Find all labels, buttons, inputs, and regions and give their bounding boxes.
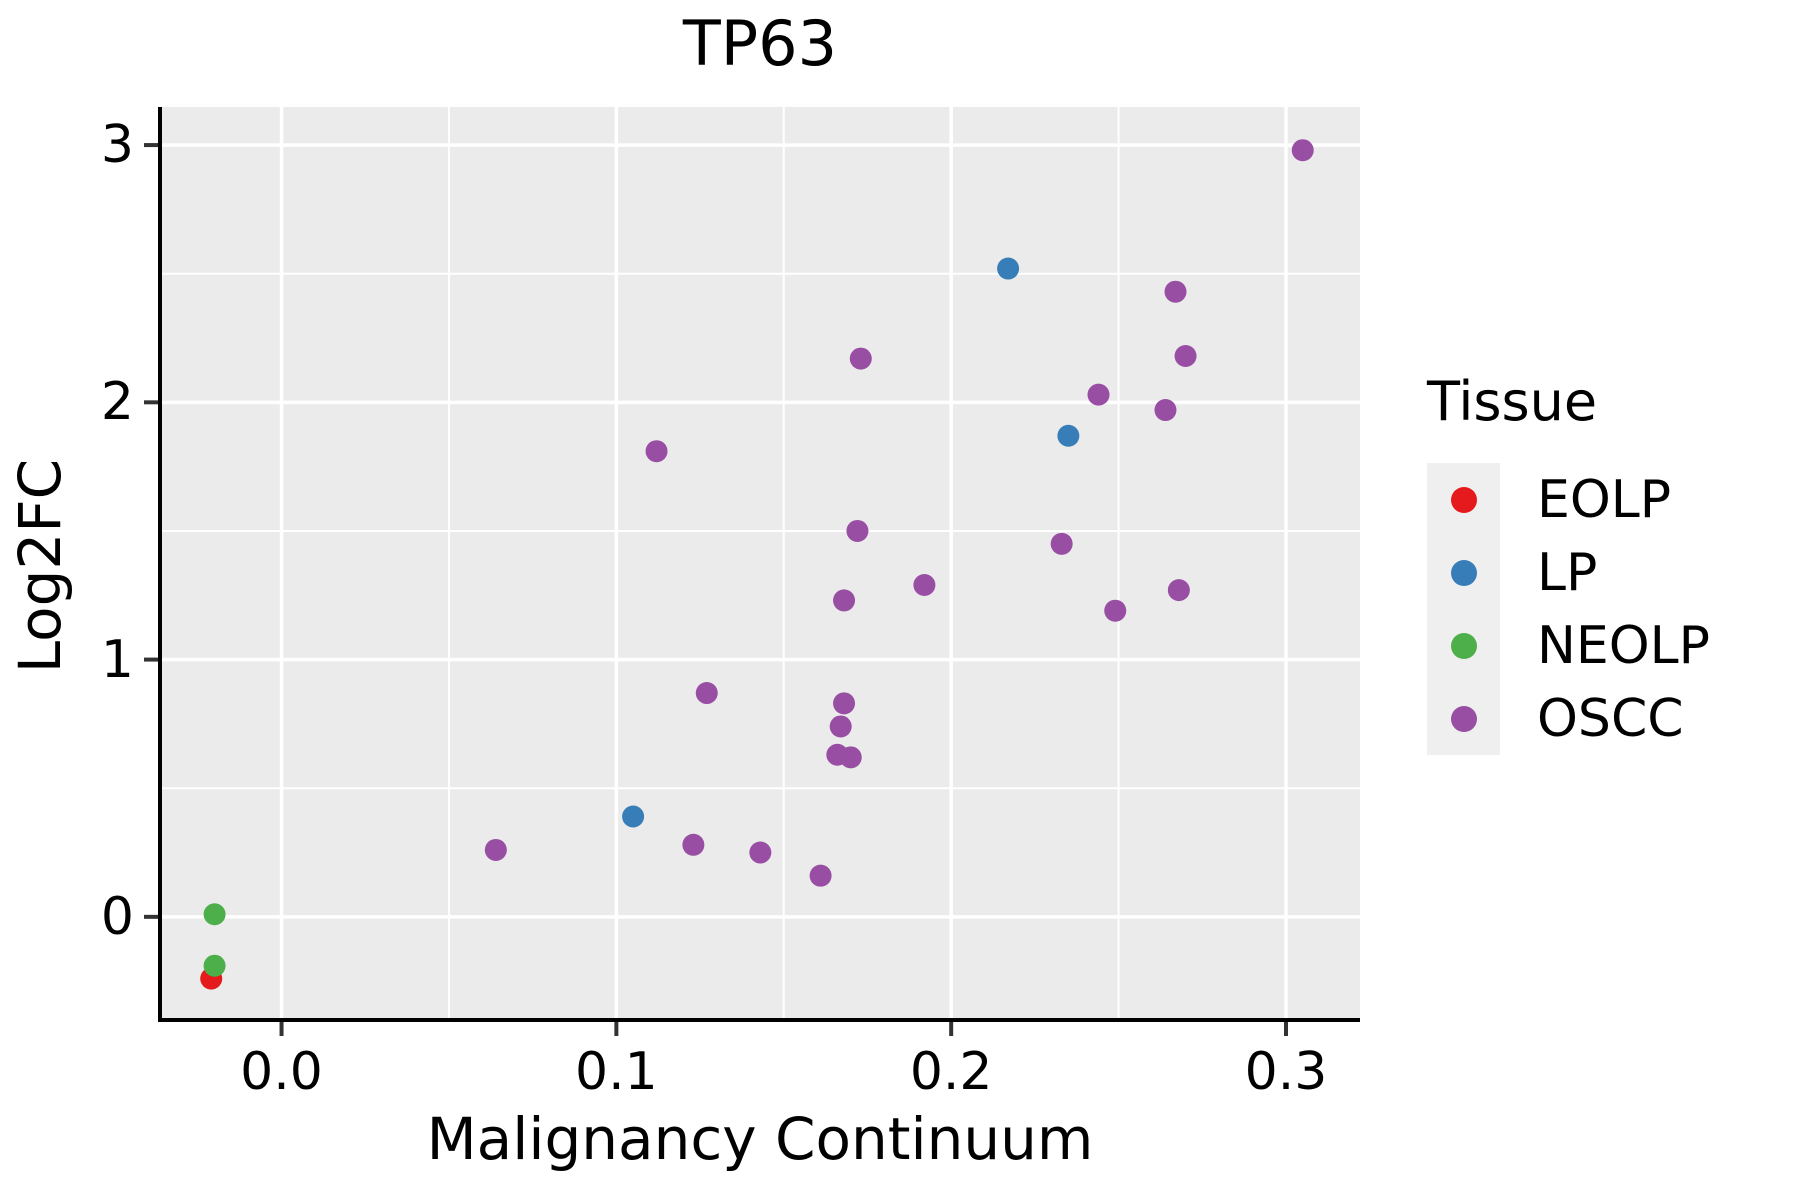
data-point-OSCC bbox=[749, 841, 772, 864]
data-point-OSCC bbox=[846, 519, 869, 542]
y-tick-label: 2 bbox=[100, 372, 134, 433]
data-point-NEOLP bbox=[203, 903, 226, 926]
legend-swatch-icon bbox=[1450, 705, 1477, 732]
legend-key bbox=[1427, 609, 1500, 683]
data-point-OSCC bbox=[839, 746, 862, 769]
legend-key bbox=[1427, 536, 1500, 610]
data-point-OSCC bbox=[809, 864, 832, 887]
data-point-OSCC bbox=[695, 682, 718, 705]
y-tick-label: 0 bbox=[100, 886, 134, 947]
legend-item-OSCC: OSCC bbox=[1427, 682, 1710, 756]
data-point-OSCC bbox=[1291, 139, 1314, 162]
legend-title: Tissue bbox=[1427, 370, 1598, 433]
data-point-OSCC bbox=[682, 833, 705, 856]
data-point-LP bbox=[622, 805, 645, 828]
legend-items: EOLP LP NEOLP OSCC bbox=[1427, 463, 1711, 756]
data-point-OSCC bbox=[1174, 345, 1197, 368]
x-axis-label: Malignancy Continuum bbox=[426, 1105, 1094, 1173]
data-point-LP bbox=[997, 257, 1020, 280]
x-tick-label: 0.2 bbox=[909, 1042, 993, 1102]
data-point-LP bbox=[1057, 424, 1080, 447]
data-point-OSCC bbox=[1167, 579, 1190, 602]
legend-item-label: LP bbox=[1537, 542, 1598, 603]
legend-item-label: NEOLP bbox=[1537, 615, 1711, 676]
legend-item-NEOLP: NEOLP bbox=[1427, 609, 1711, 683]
x-tick-label: 0.0 bbox=[240, 1042, 323, 1102]
data-point-OSCC bbox=[1087, 383, 1110, 406]
data-point-OSCC bbox=[833, 589, 856, 612]
y-axis-label: Log2FC bbox=[6, 458, 74, 674]
legend-swatch-icon bbox=[1450, 632, 1477, 659]
chart-title: TP63 bbox=[682, 7, 838, 80]
y-tick-label: 3 bbox=[100, 115, 134, 176]
data-point-OSCC bbox=[913, 573, 936, 596]
legend-key bbox=[1427, 463, 1500, 537]
data-point-NEOLP bbox=[203, 954, 226, 977]
data-point-OSCC bbox=[833, 692, 856, 715]
legend-item-label: EOLP bbox=[1537, 469, 1672, 530]
legend-swatch-icon bbox=[1450, 559, 1477, 586]
legend-item-label: OSCC bbox=[1537, 688, 1684, 749]
y-tick-label: 1 bbox=[100, 629, 134, 690]
data-point-OSCC bbox=[484, 838, 507, 861]
legend-item-LP: LP bbox=[1427, 536, 1710, 610]
x-tick-label: 0.3 bbox=[1244, 1042, 1328, 1102]
legend-swatch-icon bbox=[1450, 486, 1477, 513]
panel-background bbox=[160, 107, 1360, 1020]
data-point-OSCC bbox=[1164, 280, 1187, 303]
x-tick-label: 0.1 bbox=[575, 1042, 658, 1102]
legend-key bbox=[1427, 682, 1500, 756]
legend-item-EOLP: EOLP bbox=[1427, 463, 1710, 537]
data-point-OSCC bbox=[849, 347, 872, 370]
data-point-OSCC bbox=[1104, 599, 1127, 622]
legend: Tissue EOLP LP NEOLP OSCC bbox=[1427, 370, 1711, 756]
data-point-OSCC bbox=[1154, 399, 1177, 422]
data-point-OSCC bbox=[645, 440, 668, 463]
data-point-OSCC bbox=[829, 715, 852, 738]
data-point-OSCC bbox=[1050, 532, 1073, 555]
